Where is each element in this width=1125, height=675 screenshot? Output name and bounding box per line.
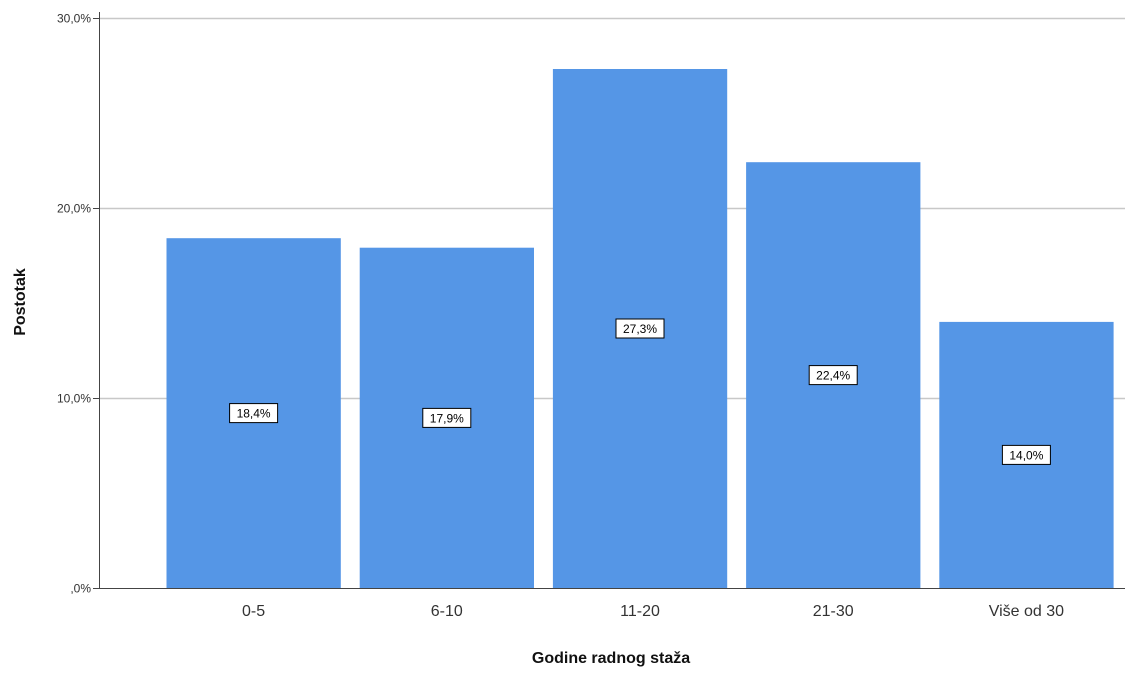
x-tick-label: 11-20: [620, 603, 660, 620]
data-label-5: 14,0%: [1001, 444, 1051, 465]
x-tick-label: 21-30: [813, 603, 854, 620]
data-label-text: 22,4%: [816, 369, 850, 383]
data-label-box: [1001, 444, 1051, 465]
y-tick-label: 30,0%: [57, 12, 91, 26]
x-tick-label: 6-10: [431, 603, 463, 620]
data-label-box: [615, 318, 665, 339]
data-label-3: 27,3%: [615, 318, 665, 339]
data-label-box: [422, 407, 472, 428]
x-tick-label: Više od 30: [989, 603, 1064, 620]
axes: [99, 12, 1125, 589]
data-label-box: [229, 403, 279, 424]
y-tick-label: 20,0%: [57, 202, 91, 216]
x-tick-label: 0-5: [242, 603, 265, 620]
y-tick-label: 10,0%: [57, 392, 91, 406]
data-labels: 18,4% 17,9% 27,3% 22,4% 14,0%: [229, 318, 1051, 465]
y-tick-label: ,0%: [70, 582, 91, 596]
data-label-1: 18,4%: [229, 403, 279, 424]
y-tick-labels: ,0% 10,0% 20,0% 30,0%: [57, 12, 91, 596]
data-label-2: 17,9%: [422, 407, 472, 428]
data-label-box: [808, 365, 858, 386]
data-label-text: 17,9%: [430, 411, 464, 425]
data-label-text: 27,3%: [623, 322, 657, 336]
y-axis-title: Postotak: [12, 268, 29, 336]
data-label-text: 18,4%: [237, 407, 271, 421]
data-label-4: 22,4%: [808, 365, 858, 386]
x-tick-labels: 0-5 6-10 11-20 21-30 Više od 30: [242, 603, 1064, 620]
data-label-text: 14,0%: [1009, 448, 1043, 462]
x-axis-title: Godine radnog staža: [532, 650, 690, 667]
